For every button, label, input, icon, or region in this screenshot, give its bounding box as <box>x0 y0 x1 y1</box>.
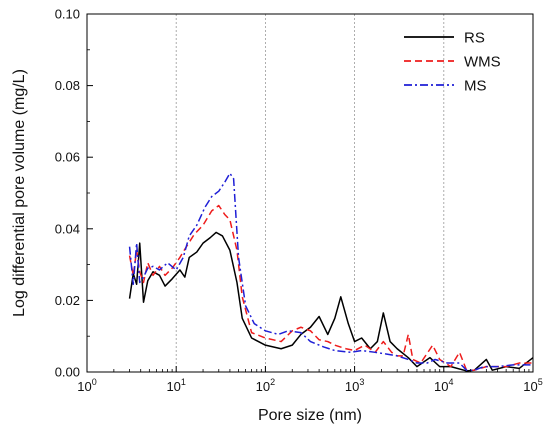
y-tick-label: 0.10 <box>55 7 80 22</box>
x-tick-label: 105 <box>523 377 542 394</box>
x-tick-label: 103 <box>345 377 364 394</box>
y-tick-label: 0.04 <box>55 221 80 236</box>
legend-label-wms: WMS <box>464 54 501 71</box>
legend-label-ms: MS <box>464 78 487 95</box>
x-tick-label: 102 <box>256 377 275 394</box>
y-tick-label: 0.08 <box>55 78 80 93</box>
x-tick-label: 101 <box>166 377 185 394</box>
x-axis-title: Pore size (nm) <box>258 407 362 424</box>
chart-legend: RS WMS MS <box>404 30 501 95</box>
series-line-rs <box>128 231 534 372</box>
x-axis-ticks: 100 101 102 103 104 105 <box>77 366 543 394</box>
legend-label-rs: RS <box>464 30 485 47</box>
y-tick-label: 0.00 <box>55 365 80 380</box>
y-tick-label: 0.02 <box>55 293 80 308</box>
series-line-ms <box>128 172 533 371</box>
y-tick-label: 0.06 <box>55 150 80 165</box>
x-tick-label: 104 <box>434 377 453 394</box>
x-tick-label: 100 <box>77 377 96 394</box>
series-line-wms <box>128 204 533 371</box>
y-axis-ticks: 0.00 0.02 0.04 0.06 0.08 0.10 <box>55 7 93 380</box>
plot-series <box>128 172 534 372</box>
y-axis-title: Log differential pore volume (mg/L) <box>11 69 28 317</box>
